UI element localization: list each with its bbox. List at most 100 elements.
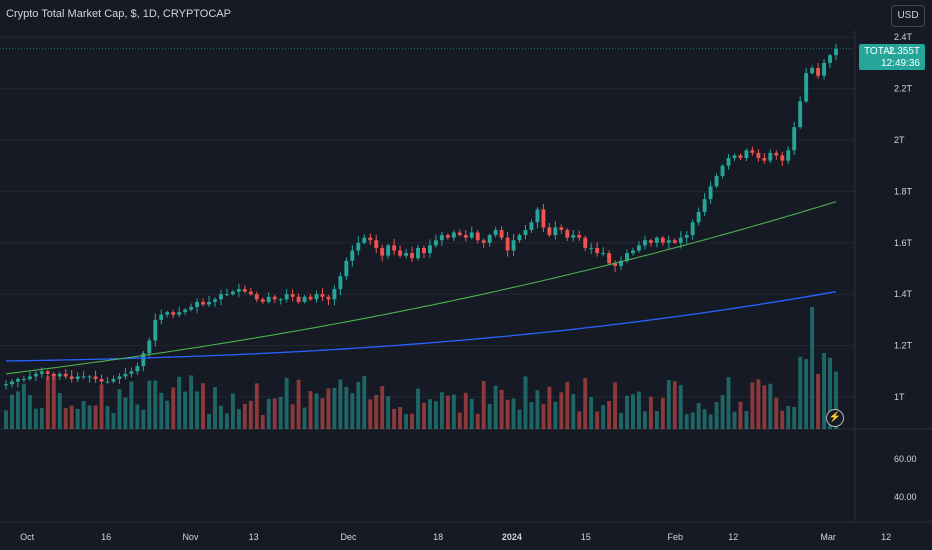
volume-bar xyxy=(445,395,450,429)
candle-body xyxy=(230,291,235,295)
volume-bar xyxy=(278,396,283,429)
volume-bar xyxy=(780,410,785,429)
candle-body xyxy=(33,373,38,377)
symbol-label: TOTAL xyxy=(864,46,896,57)
candle-body xyxy=(756,152,761,158)
volume-bar xyxy=(290,404,295,429)
volume-bar xyxy=(834,371,838,429)
y-tick-label: 1.6T xyxy=(894,238,913,248)
volume-bar xyxy=(678,384,683,429)
candle-body xyxy=(672,240,677,243)
volume-bar xyxy=(386,396,391,429)
candle-body xyxy=(786,150,791,161)
candle-body xyxy=(463,235,468,238)
candle-body xyxy=(577,235,582,238)
x-tick-label: 2024 xyxy=(502,532,522,542)
volume-bar xyxy=(404,414,409,429)
volume-bar xyxy=(87,405,92,429)
volume-bar xyxy=(648,396,653,429)
candle-body xyxy=(284,294,289,300)
candle-body xyxy=(798,101,803,128)
volume-bar xyxy=(123,397,128,429)
candle-body xyxy=(105,381,110,383)
volume-bar xyxy=(702,409,707,429)
volume-bar xyxy=(33,408,38,429)
candle-body xyxy=(356,242,361,251)
candle-body xyxy=(571,235,576,238)
volume-bar xyxy=(672,381,677,429)
y-tick-label: 1T xyxy=(894,392,905,402)
candle-body xyxy=(326,296,331,300)
candle-body xyxy=(290,294,295,297)
y-tick-label: 2T xyxy=(894,135,905,145)
candle-body xyxy=(822,62,826,76)
candle-body xyxy=(666,240,671,243)
volume-bar xyxy=(362,376,367,429)
currency-button[interactable]: USD xyxy=(891,5,925,27)
candle-body xyxy=(648,240,653,243)
candle-body xyxy=(505,237,510,251)
volume-bar xyxy=(201,383,205,429)
candle-body xyxy=(595,247,600,254)
candle-body xyxy=(678,237,683,243)
volume-bar xyxy=(696,403,701,429)
candle-body xyxy=(708,186,713,200)
candle-body xyxy=(439,235,444,241)
volume-bar xyxy=(350,393,355,429)
volume-bar xyxy=(332,387,337,429)
volume-bar xyxy=(595,411,600,429)
candle-body xyxy=(368,237,373,241)
candle-body xyxy=(481,240,486,243)
candle-body xyxy=(308,296,313,300)
volume-bar xyxy=(583,378,588,429)
candle-body xyxy=(744,150,749,158)
volume-bar xyxy=(51,376,56,429)
candle-body xyxy=(583,237,588,248)
volume-bar xyxy=(768,383,773,429)
volume-bar xyxy=(10,394,14,429)
lightning-icon[interactable]: ⚡ xyxy=(826,409,844,427)
volume-bar xyxy=(380,386,385,429)
volume-bar xyxy=(547,386,552,429)
volume-bar xyxy=(93,405,98,429)
volume-bar xyxy=(177,376,182,429)
candle-body xyxy=(547,227,552,236)
candle-body xyxy=(433,240,438,246)
volume-bar xyxy=(308,390,313,429)
volume-bar xyxy=(69,405,74,429)
candle-body xyxy=(631,250,635,254)
price-label: 2.355T xyxy=(888,46,920,57)
volume-bar xyxy=(135,404,140,429)
volume-bar xyxy=(356,381,361,429)
volume-bar xyxy=(822,353,826,429)
volume-bar xyxy=(302,407,307,429)
candle-body xyxy=(559,227,564,230)
volume-bar xyxy=(625,395,629,429)
candle-body xyxy=(714,175,719,187)
candle-body xyxy=(428,245,432,254)
candle-body xyxy=(684,235,689,238)
candle-body xyxy=(213,299,217,302)
volume-bar xyxy=(416,388,420,429)
volume-bar xyxy=(792,406,797,429)
volume-bar xyxy=(601,405,606,429)
volume-bar xyxy=(487,403,492,429)
volume-bar xyxy=(642,411,647,429)
volume-bar xyxy=(236,409,241,429)
volume-bar xyxy=(439,392,444,429)
volume-bar xyxy=(571,393,576,429)
candle-body xyxy=(410,253,414,259)
candle-body xyxy=(726,157,731,166)
volume-bar xyxy=(738,401,743,429)
volume-bar xyxy=(105,406,110,429)
volume-bar xyxy=(511,398,516,429)
candle-body xyxy=(87,376,92,378)
candle-body xyxy=(804,73,809,102)
ma-slow-line xyxy=(5,290,837,362)
candle-body xyxy=(589,247,594,249)
candle-body xyxy=(553,227,558,236)
volume-bar xyxy=(207,414,211,429)
y-tick-label: 2.4T xyxy=(894,32,913,42)
candle-body xyxy=(404,253,409,256)
